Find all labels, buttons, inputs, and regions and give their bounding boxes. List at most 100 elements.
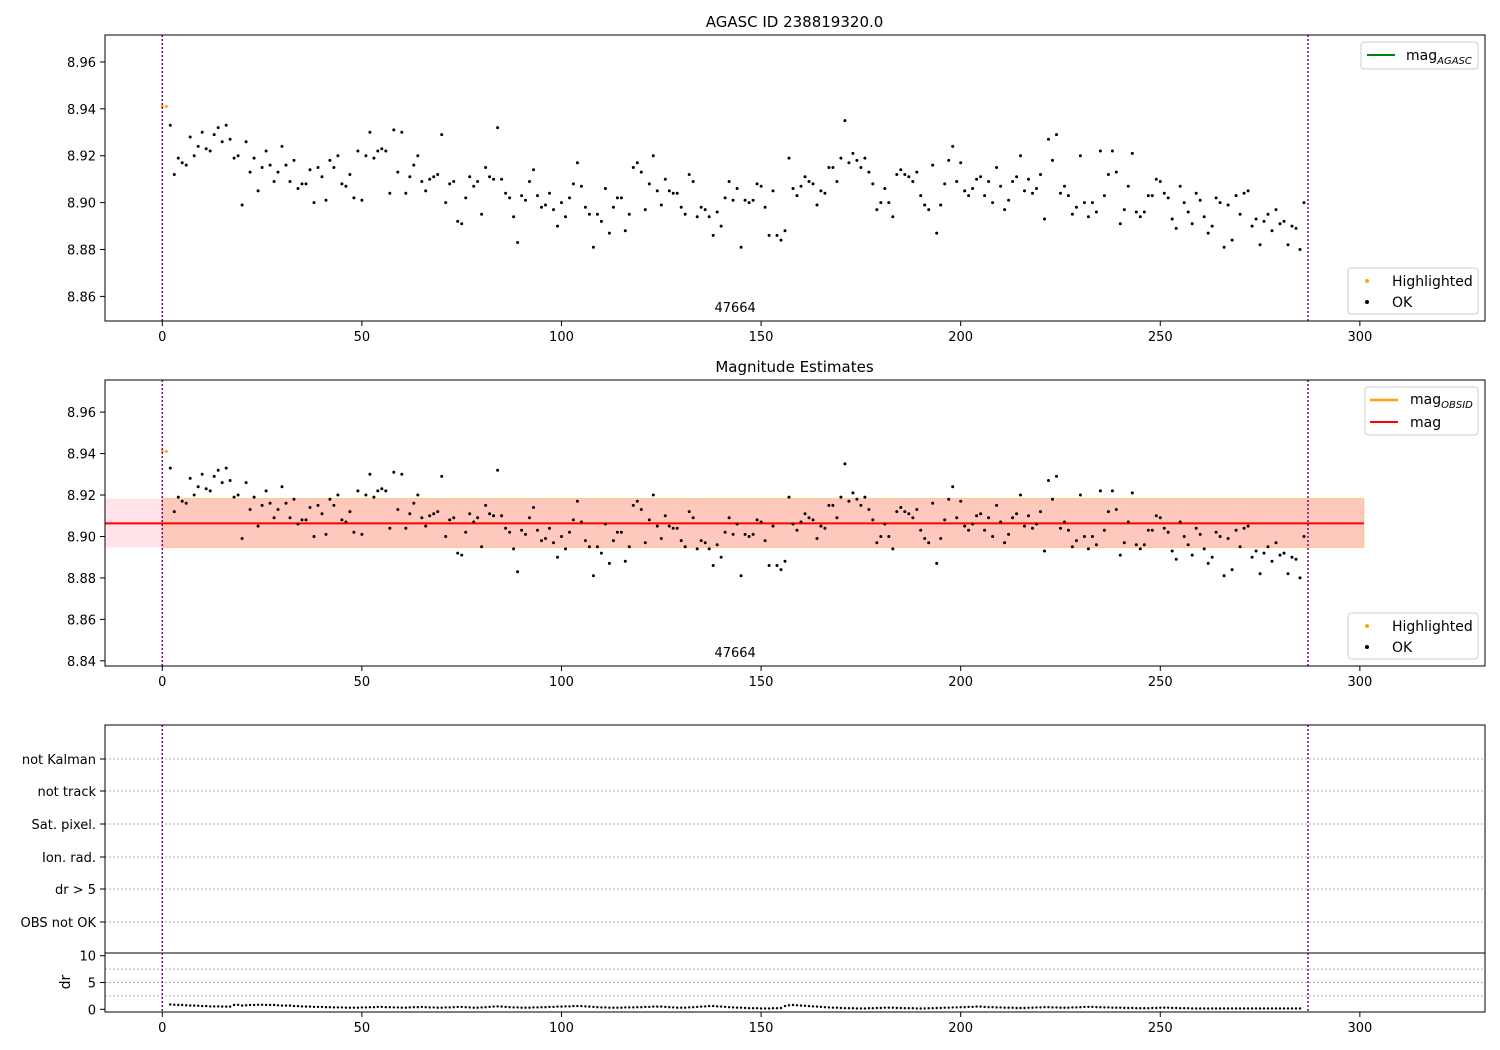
dr-point [1266, 1007, 1270, 1010]
ok-point [396, 508, 400, 511]
ok-point [1194, 191, 1198, 195]
dr-point [919, 1007, 922, 1010]
ok-point [1047, 479, 1050, 482]
dr-point [640, 1006, 643, 1009]
dr-point [1242, 1007, 1246, 1010]
dr-point [967, 1005, 970, 1009]
ok-point [1078, 493, 1082, 497]
ok-point [715, 543, 719, 547]
ok-point [492, 514, 496, 518]
ok-point [927, 541, 931, 545]
ok-point [1290, 555, 1294, 559]
dr-point [193, 1004, 196, 1007]
ok-point [1055, 133, 1058, 137]
ok-point [260, 166, 264, 169]
ok-point [627, 212, 631, 216]
ok-point [548, 191, 551, 195]
ok-point [452, 516, 456, 520]
dr-point [444, 1006, 447, 1009]
ok-point [971, 522, 975, 526]
ok-point [376, 149, 380, 153]
dr-point [1023, 1006, 1026, 1010]
x-tick-label: 100 [549, 330, 574, 345]
y-tick-label: 0 [88, 1003, 96, 1018]
dr-point [308, 1005, 312, 1008]
agasc-legend-ok-label: OK [1392, 295, 1413, 311]
ok-point [1186, 210, 1190, 214]
dr-point [1063, 1006, 1066, 1009]
dr-point [296, 1004, 300, 1008]
ok-point [663, 177, 667, 181]
dr-point [1079, 1006, 1082, 1009]
ok-point [859, 166, 863, 169]
dr-point [428, 1006, 431, 1009]
dr-point [173, 1003, 176, 1006]
magnitude-legend-lower: Highlighted OK [1347, 612, 1479, 660]
ok-point [1226, 537, 1230, 540]
dr-point [464, 1006, 467, 1009]
ok-point [420, 516, 424, 520]
dr-point [1234, 1007, 1238, 1010]
ok-point [775, 233, 779, 237]
ok-point [699, 205, 703, 209]
ok-point [867, 508, 871, 511]
ok-point [1094, 210, 1098, 214]
dr-axis-label: dr [58, 974, 74, 989]
ok-point [807, 180, 811, 183]
ok-point [907, 175, 911, 179]
ok-point [911, 180, 915, 183]
ok-point [695, 547, 699, 551]
ok-point [1202, 215, 1206, 219]
ok-point [683, 212, 687, 216]
y-tick-label: 8.96 [67, 406, 96, 421]
ok-point [919, 528, 923, 532]
ok-point [356, 149, 360, 153]
ok-point [296, 187, 300, 190]
ok-point [1294, 226, 1298, 230]
x-tick-label: 200 [948, 330, 973, 345]
dr-point [604, 1006, 607, 1009]
ok-point [488, 512, 492, 516]
ok-point [308, 168, 312, 172]
ok-point [1078, 154, 1082, 158]
dr-point [1139, 1007, 1142, 1010]
dr-point [1039, 1006, 1042, 1009]
ok-point [248, 170, 252, 174]
ok-point [1222, 574, 1226, 578]
ok-point [360, 532, 364, 536]
agasc-legend-highlighted-label: Highlighted [1392, 274, 1473, 290]
ok-point [236, 154, 240, 158]
dr-point [688, 1006, 691, 1009]
ok-point [1210, 555, 1214, 559]
ok-point [280, 144, 284, 148]
dr-point [835, 1006, 839, 1009]
agasc-legend-lower: Highlighted OK [1347, 267, 1479, 315]
ok-point [1142, 210, 1146, 214]
ok-point [408, 175, 412, 179]
ok-point [1007, 198, 1011, 202]
y-tick-label: 8.88 [67, 244, 96, 259]
agasc-panel: AGASC ID 238819320.0 47664 0 50 100 150 200 25… [67, 13, 1486, 345]
dr-point [991, 1006, 994, 1009]
ok-point [719, 555, 723, 559]
ok-point [755, 518, 759, 522]
dr-point [544, 1006, 547, 1009]
ok-point [516, 570, 520, 574]
ok-point [667, 524, 671, 528]
ok-point [168, 466, 172, 470]
dr-point [1218, 1007, 1222, 1010]
dr-point [943, 1006, 946, 1009]
dr-point [811, 1005, 815, 1008]
ok-point [639, 170, 643, 174]
ok-point [484, 503, 488, 507]
dr-point [1203, 1007, 1206, 1010]
dr-point [580, 1004, 583, 1008]
ok-point [272, 516, 276, 520]
ok-point [675, 191, 679, 195]
ok-point [1182, 535, 1186, 538]
ok-point [619, 196, 623, 200]
ok-point [735, 522, 739, 526]
ok-point [404, 191, 408, 195]
ok-point [504, 191, 508, 195]
ok-point [1254, 217, 1258, 221]
